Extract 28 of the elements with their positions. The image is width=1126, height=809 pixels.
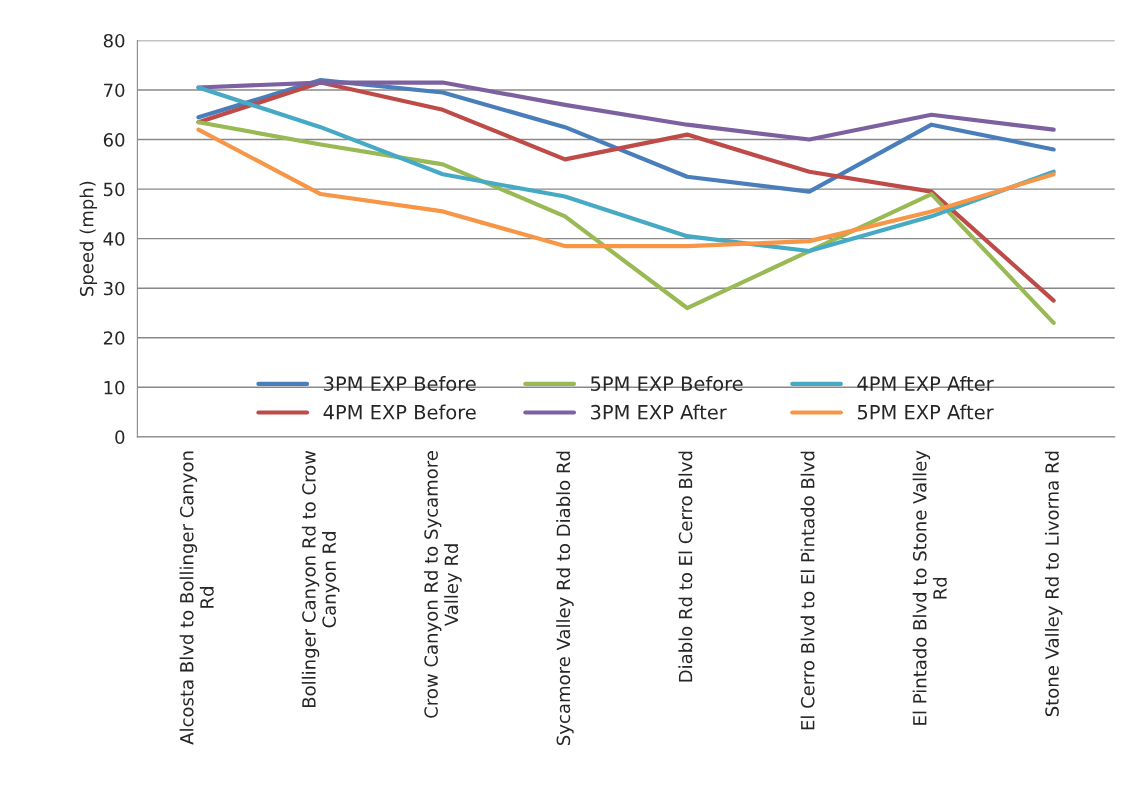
y-tick-label: 30 — [103, 281, 125, 296]
legend-label: 5PM EXP After — [857, 404, 994, 420]
legend-label: 3PM EXP Before — [324, 375, 476, 392]
line-series — [196, 127, 1056, 249]
y-tick-label: 60 — [103, 133, 125, 147]
y-tick-label: 20 — [103, 331, 125, 345]
y-tick-label: 10 — [104, 380, 125, 395]
y-axis-title: Speed (mph) — [79, 181, 98, 296]
x-tick-label: Diablo Rd to El Cerro Blvd — [678, 451, 693, 682]
x-tick-label: Crow Canyon Rd to Sycamore Valley Rd — [423, 451, 462, 718]
legend-label: 4PM EXP After — [857, 375, 994, 392]
x-tick-label: Alcosta Blvd to Bollinger Canyon Rd — [179, 451, 214, 745]
x-tick-label: El Pintado Blvd to Stone Valley Rd — [912, 450, 947, 725]
line-series — [196, 120, 1056, 325]
x-tick-label: Sycamore Valley Rd to Diablo Rd — [556, 451, 574, 745]
y-tick-label: 80 — [103, 33, 125, 48]
x-tick-label: El Cerro Blvd to El Pintado Blvd — [800, 451, 815, 730]
legend-label: 4PM EXP Before — [323, 404, 476, 420]
y-tick-label: 0 — [115, 430, 125, 444]
x-tick-label: Stone Valley Rd to Livorna Rd — [1044, 451, 1063, 717]
y-tick-label: 40 — [103, 232, 125, 246]
y-tick-label: 70 — [104, 83, 125, 98]
line-series — [196, 80, 1056, 142]
legend-label: 5PM EXP Before — [591, 375, 743, 392]
x-tick-label: Bollinger Canyon Rd to Crow Canyon Rd — [301, 450, 340, 708]
y-tick-label: 50 — [103, 182, 125, 197]
line-series — [196, 78, 1056, 194]
legend-label: 3PM EXP After — [591, 404, 727, 420]
